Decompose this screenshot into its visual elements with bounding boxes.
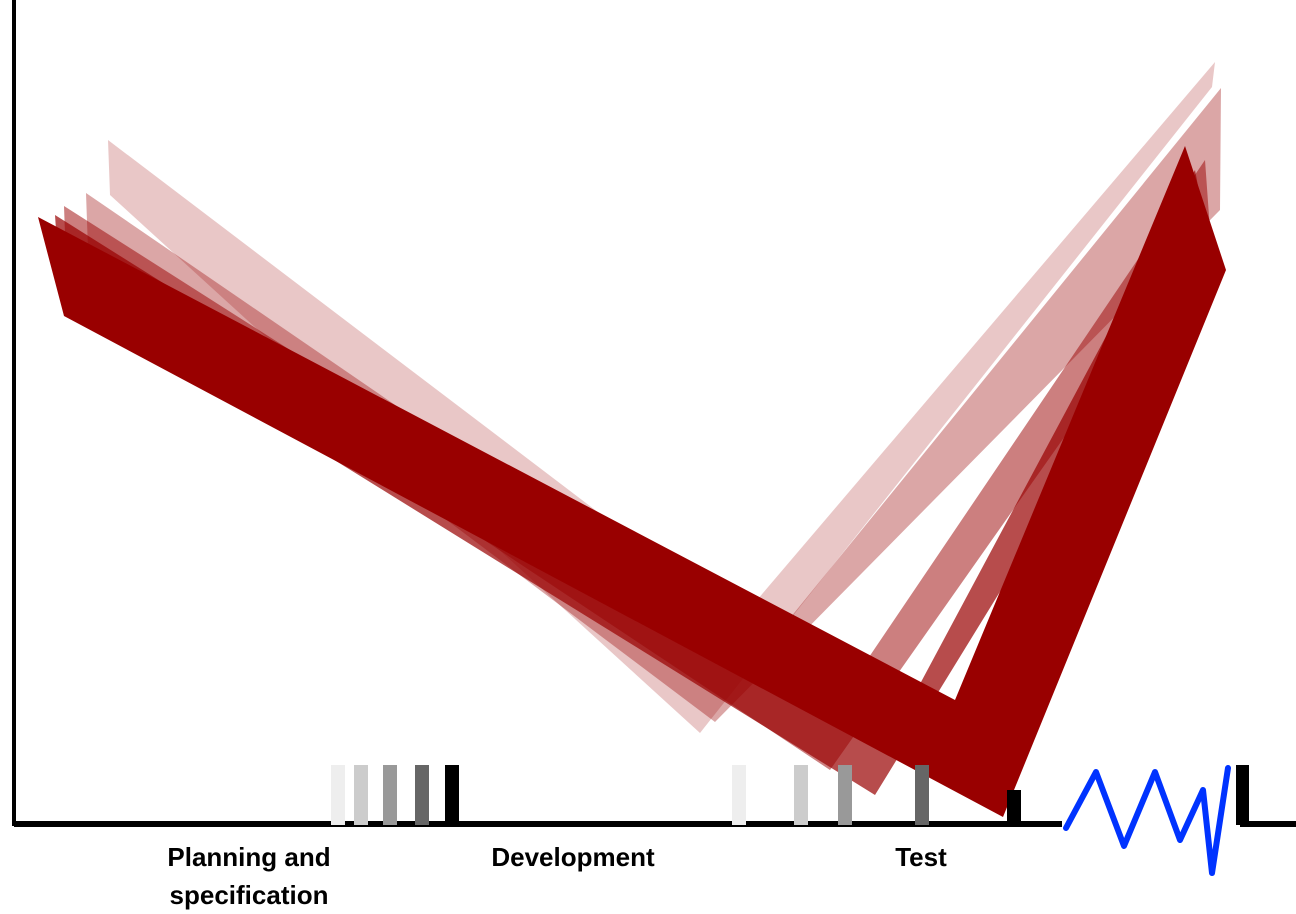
planning-label-line1: Planning and xyxy=(167,842,330,872)
band-ghost-3 xyxy=(64,160,1210,770)
marker-bar xyxy=(732,765,746,825)
marker-bar xyxy=(415,765,429,825)
development-label: Development xyxy=(491,842,655,872)
band-layers xyxy=(38,62,1226,817)
marker-bar xyxy=(838,765,852,825)
marker-bar xyxy=(445,765,459,825)
planning-end-markers xyxy=(331,765,459,825)
marker-bar xyxy=(354,765,368,825)
development-end-markers xyxy=(732,765,1021,825)
release-marker xyxy=(1236,765,1249,825)
marker-bar xyxy=(331,765,345,825)
test-label: Test xyxy=(895,842,947,872)
marker-bar xyxy=(1007,790,1021,825)
marker-bar xyxy=(915,765,929,825)
planning-label-line2: specification xyxy=(170,880,329,910)
marker-bar xyxy=(794,765,808,825)
marker-bar xyxy=(383,765,397,825)
maintenance-squiggle xyxy=(1063,765,1231,876)
